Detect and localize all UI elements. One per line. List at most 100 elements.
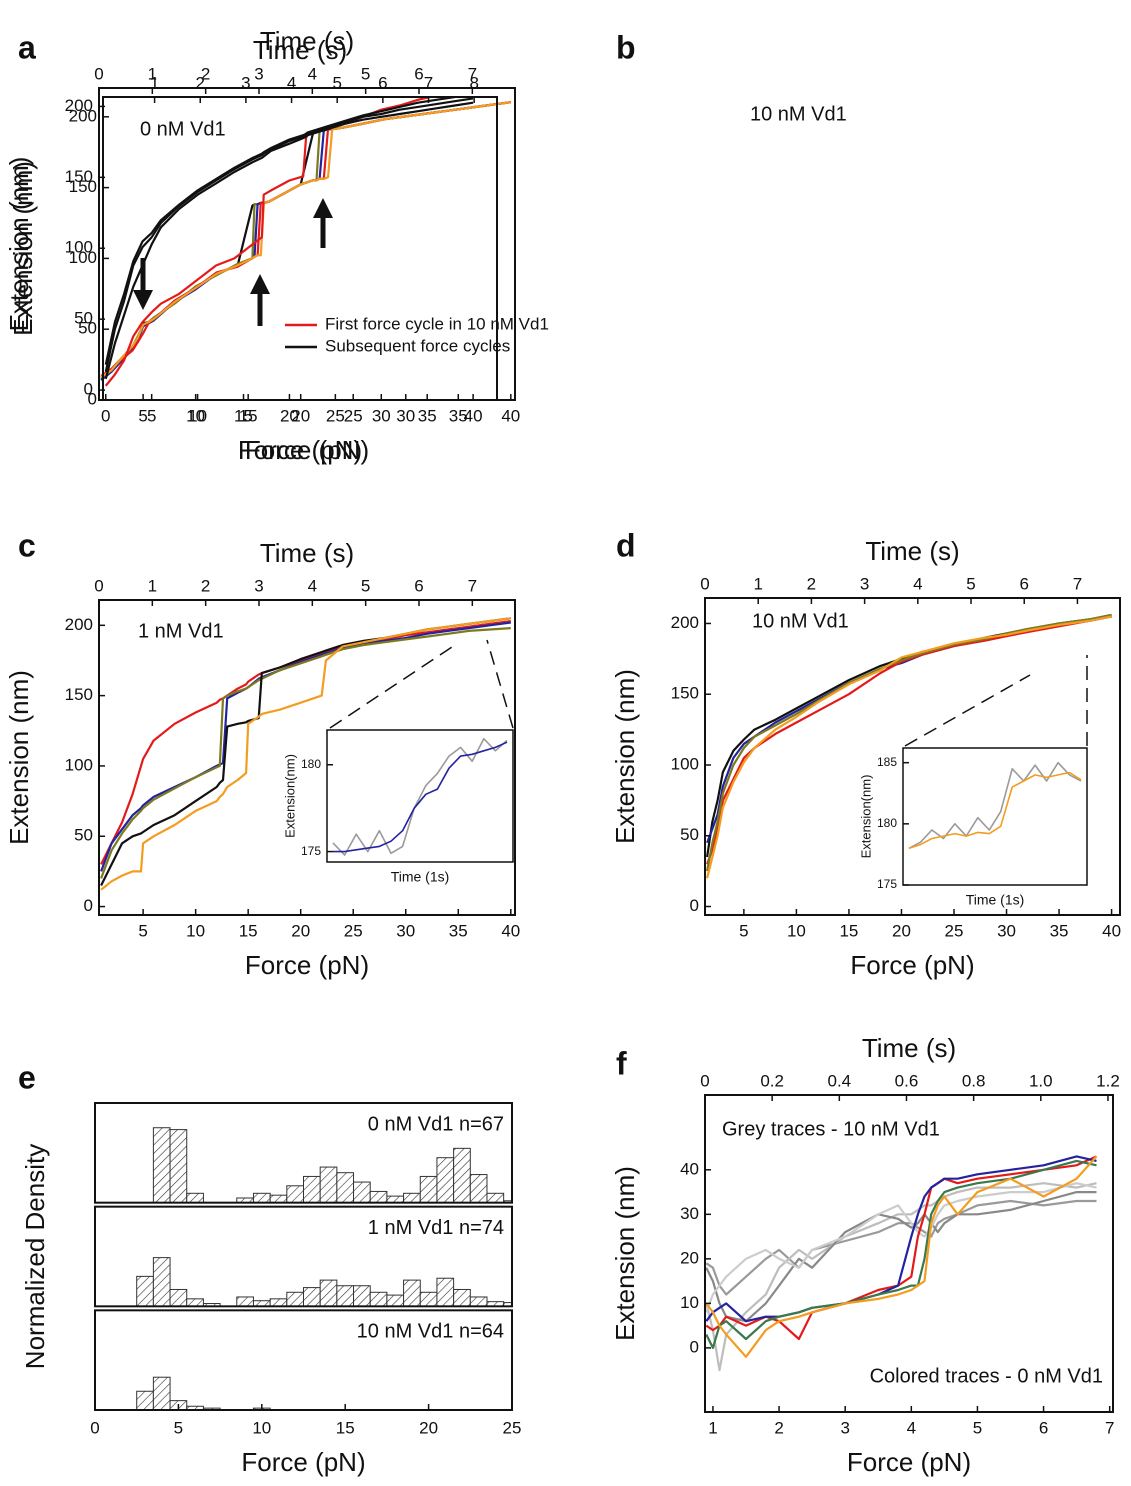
y-tick-label: 0 [84,380,93,399]
annotation: 0 nM Vd1 [140,118,226,140]
x-tick-label: 40 [1102,921,1121,940]
x2-tick-label: 0 [700,574,709,593]
x2-tick-label: 3 [241,73,250,92]
x-tick-label: 15 [239,406,258,425]
histogram-bar [303,1175,321,1203]
x2-tick-label: 7 [468,576,477,595]
x-tick-label: 10 [186,921,205,940]
y-tick-label: 175 [301,844,321,858]
y-tick-label: 100 [69,248,97,267]
x2-tick-label: 2 [201,576,210,595]
x-tick-label: 10 [787,921,806,940]
data-line [104,97,463,365]
x2-tick-label: 0 [94,576,103,595]
x-tick-label: 1 [708,1418,717,1437]
x2-tick-label: 3 [254,64,263,83]
histogram-bar [336,1285,355,1307]
x-tick-label: 3 [840,1418,849,1437]
y-tick-label: 180 [301,757,321,771]
plot-frame [94,1309,513,1412]
x2-tick-label: 0.4 [828,1071,852,1090]
histogram-bar [336,1172,355,1203]
y-tick-label: 150 [69,177,97,196]
x-tick-label: 35 [449,406,468,425]
histogram-bar [403,1279,421,1307]
y-tick-label: 150 [65,167,93,186]
data-line [333,741,508,853]
inset-background [903,748,1087,885]
y-axis-label: Extension(nm) [282,754,297,838]
data-line [100,627,511,879]
histogram-bar [169,1288,188,1307]
histogram-bar [319,1279,338,1307]
x2-tick-label: 1.0 [1029,1071,1053,1090]
x-tick-label: 30 [997,921,1016,940]
histogram-bar [319,1166,338,1203]
histogram-bar [286,1291,305,1307]
annotation: 10 nM Vd1 [750,103,847,125]
x2-tick-label: 3 [254,576,263,595]
x-tick-label: 15 [336,1418,355,1437]
x-tick-label: 20 [291,406,310,425]
x2-tick-label: 5 [332,73,341,92]
y-tick-label: 150 [671,684,699,703]
x-tick-label: 5 [973,1418,982,1437]
y-tick-label: 50 [74,309,93,328]
series-label: 0 nM Vd1 n=67 [368,1113,504,1135]
x2-tick-label: 1 [148,576,157,595]
histogram-bar [469,1174,488,1203]
histogram-bar [453,1147,471,1203]
y-tick-label: 0 [690,1337,699,1356]
x-axis-label: Force (pN) [847,1447,971,1477]
data-line [705,1159,1097,1349]
data-line [100,617,511,891]
histogram-bar [453,1288,471,1307]
data-line [332,737,508,856]
y-tick-label: 10 [680,1293,699,1312]
data-line [705,1155,1097,1323]
x-tick-label: 4 [907,1418,916,1437]
x-tick-label: 20 [892,921,911,940]
y-tick-label: 0 [88,389,97,408]
data-line [706,615,1112,865]
data-line [908,771,1082,850]
histogram-bar [236,1296,254,1307]
plot-frame [704,1094,1114,1413]
y-tick-label: 40 [680,1159,699,1178]
y-tick-label: 180 [877,816,897,830]
histogram-bar [152,1257,171,1307]
histogram-bar [436,1157,455,1203]
x-tick-label: 25 [503,1418,522,1437]
x-tick-label: 10 [188,406,207,425]
x-axis-label: Time (1s) [391,869,450,885]
histogram-bar [152,1127,171,1203]
y-axis-label: Extension (nm) [610,669,640,844]
x-tick-label: 35 [1050,921,1069,940]
x2-tick-label: 7 [1073,574,1082,593]
x2-tick-label: 0.8 [962,1071,986,1090]
annotation: 1 nM Vd1 [138,620,224,642]
histogram-bar [419,1175,438,1203]
x2-tick-label: 2 [201,64,210,83]
x2-tick-label: 3 [860,574,869,593]
x2-tick-label: 6 [414,576,423,595]
x2-tick-label: 1 [150,73,159,92]
x-tick-label: 30 [396,406,415,425]
x-axis-label: Force (pN) [241,1447,365,1477]
annotation: Colored traces - 0 nM Vd1 [870,1365,1103,1387]
data-line [705,1191,1097,1323]
x-tick-label: 7 [1105,1418,1114,1437]
y-axis-label: Extension (nm) [610,1166,640,1341]
panel-label: d [616,527,636,563]
x-tick-label: 15 [234,406,253,425]
y-axis-label: Extension (nm) [4,670,34,845]
x2-tick-label: 5 [966,574,975,593]
x2-tick-label: 0.2 [760,1071,784,1090]
panel-label: f [616,1045,627,1081]
x2-tick-label: 4 [308,576,317,595]
x-tick-label: 40 [464,406,483,425]
x2-tick-label: 5 [361,64,370,83]
histogram-bar [202,1303,221,1307]
